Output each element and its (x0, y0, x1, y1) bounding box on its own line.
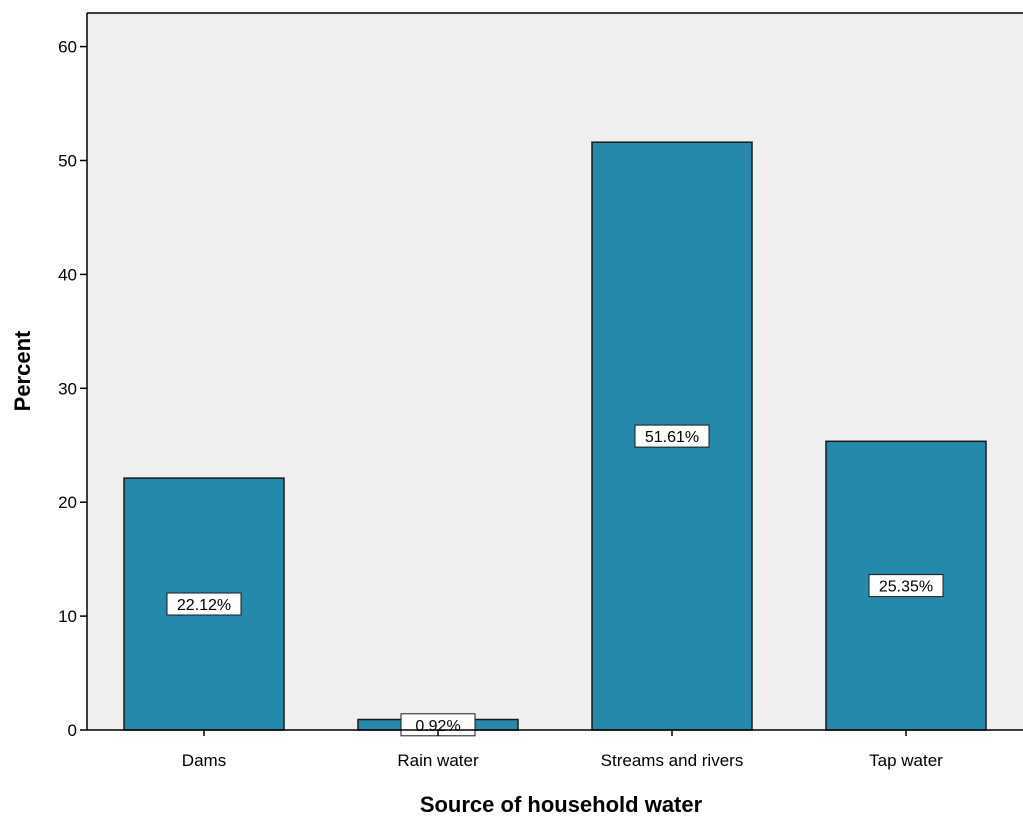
y-tick-label: 60 (58, 38, 77, 57)
y-tick-label: 0 (68, 721, 77, 740)
x-tick-label: Dams (182, 751, 226, 770)
x-tick-label: Tap water (869, 751, 943, 770)
bar-streams-and-rivers (591, 141, 753, 731)
y-ticks-layer: 0 10 20 30 40 50 60 (58, 38, 87, 740)
data-label: 22.12% (177, 597, 231, 614)
data-label-box (868, 574, 944, 598)
y-tick-label: 30 (58, 379, 77, 398)
data-labels-layer: 22.12%0.92%51.61%25.35% (166, 424, 944, 737)
x-tick-label: Streams and rivers (601, 751, 744, 770)
y-axis-title: Percent (10, 330, 35, 411)
data-label-box (634, 424, 710, 448)
data-label-box (166, 592, 242, 616)
y-tick-label: 10 (58, 607, 77, 626)
x-tick-label: Rain water (397, 751, 479, 770)
data-label: 51.61% (645, 429, 699, 446)
y-tick-label: 50 (58, 152, 77, 171)
y-tick-label: 20 (58, 493, 77, 512)
data-label: 25.35% (879, 579, 933, 596)
y-tick-label: 40 (58, 265, 77, 284)
x-ticks-layer: Dams Rain water Streams and rivers Tap wate… (182, 730, 943, 770)
x-axis-title: Source of household water (420, 792, 703, 817)
